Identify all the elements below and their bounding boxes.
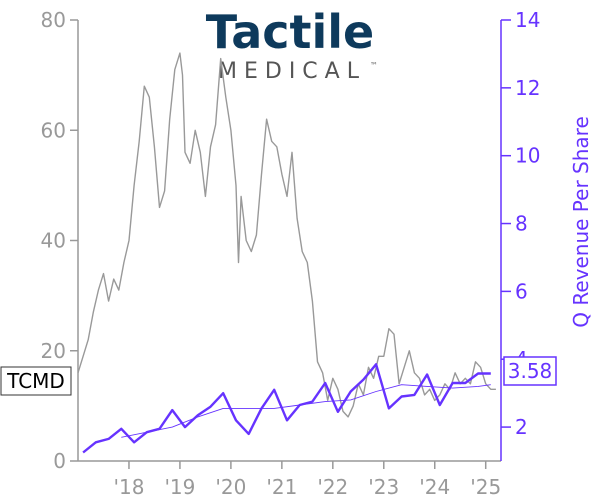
right-axis-ticks: 2468101214	[501, 8, 540, 439]
x-tick-label: '22	[317, 475, 348, 499]
left-tick-label: 0	[53, 449, 66, 473]
x-tick-label: '21	[266, 475, 297, 499]
ticker-label-box: TCMD	[0, 366, 72, 396]
logo-subtitle: MEDICAL	[218, 59, 366, 84]
tactile-medical-logo: Tactile MEDICAL ™	[206, 5, 378, 84]
x-tick-label: '20	[215, 475, 246, 499]
logo-name: Tactile	[206, 5, 374, 59]
series-layer	[77, 52, 496, 454]
last-value-label: 3.58	[508, 359, 553, 383]
x-tick-label: '24	[419, 475, 450, 499]
ticker-label: TCMD	[6, 369, 65, 393]
last-value-frame	[503, 356, 557, 386]
x-axis-ticks: '18 '19 '20 '21 '22 '23 '24 '25	[113, 461, 501, 499]
right-tick-label: 12	[515, 76, 540, 100]
revenue-line	[82, 363, 491, 454]
left-tick-label: 20	[41, 339, 66, 363]
left-tick-label: 60	[41, 118, 66, 142]
right-tick-label: 14	[515, 8, 540, 32]
right-tick-label: 10	[515, 144, 540, 168]
left-tick-label: 40	[41, 229, 66, 253]
revenue-trend-line	[121, 384, 491, 438]
right-tick-label: 6	[515, 279, 528, 303]
left-tick-label: 80	[41, 8, 66, 32]
left-axis-ticks: 0 20 40 60 80	[41, 8, 78, 473]
ticker-box-frame	[0, 366, 72, 396]
x-tick-label: '23	[368, 475, 399, 499]
price-line	[77, 52, 496, 418]
x-tick-label: '19	[164, 475, 195, 499]
last-value-box: 3.58	[503, 356, 557, 386]
x-tick-label: '18	[113, 475, 144, 499]
right-tick-label: 2	[515, 415, 528, 439]
right-tick-label: 8	[515, 212, 528, 236]
x-tick-label: '25	[470, 475, 501, 499]
right-axis-title: Q Revenue Per Share	[569, 116, 593, 328]
logo-trademark: ™	[370, 61, 378, 70]
